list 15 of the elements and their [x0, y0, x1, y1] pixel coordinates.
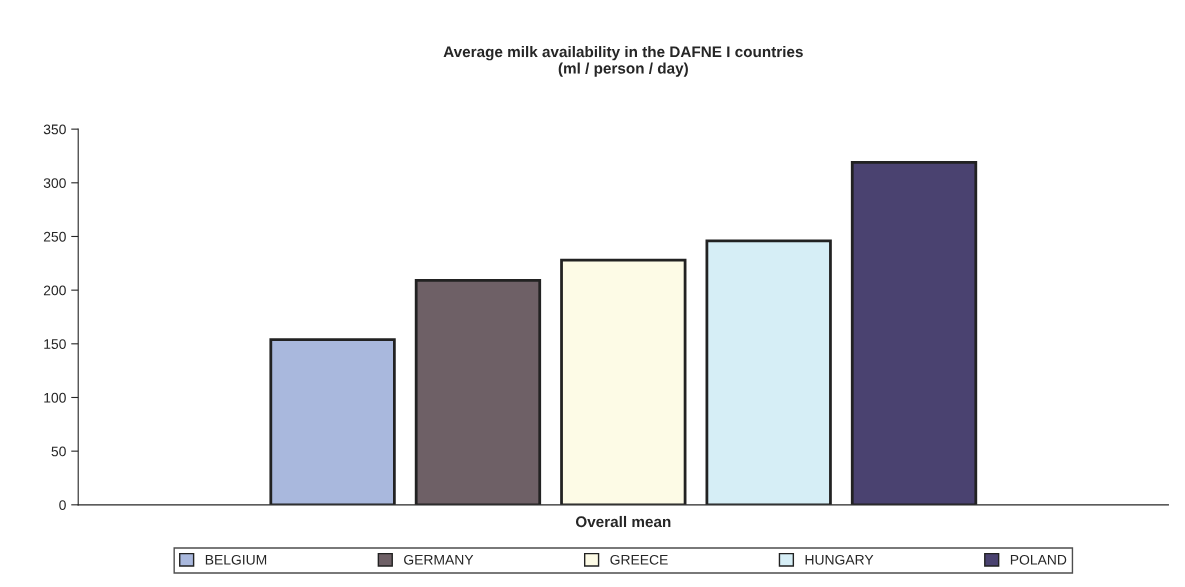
y-tick-label: 200	[43, 285, 66, 296]
legend-label: GREECE	[610, 554, 668, 565]
legend-label: POLAND	[1010, 554, 1067, 565]
chart-title: Average milk availability in the DAFNE I countries (ml / person / day)	[443, 45, 803, 77]
y-tick-label: 0	[59, 500, 66, 510]
y-tick-label: 300	[43, 178, 66, 188]
legend-label: GERMANY	[404, 554, 474, 565]
y-tick-label: 100	[44, 392, 66, 403]
y-tick-label: 50	[51, 446, 66, 457]
legend-label: HUNGARY	[805, 554, 874, 565]
y-tick-label: 250	[43, 231, 66, 242]
x-tick-label: Overall mean	[575, 515, 671, 528]
y-tick-label: 150	[44, 339, 66, 349]
y-tick-label: 350	[43, 124, 66, 135]
legend-label: BELGIUM	[205, 554, 267, 565]
